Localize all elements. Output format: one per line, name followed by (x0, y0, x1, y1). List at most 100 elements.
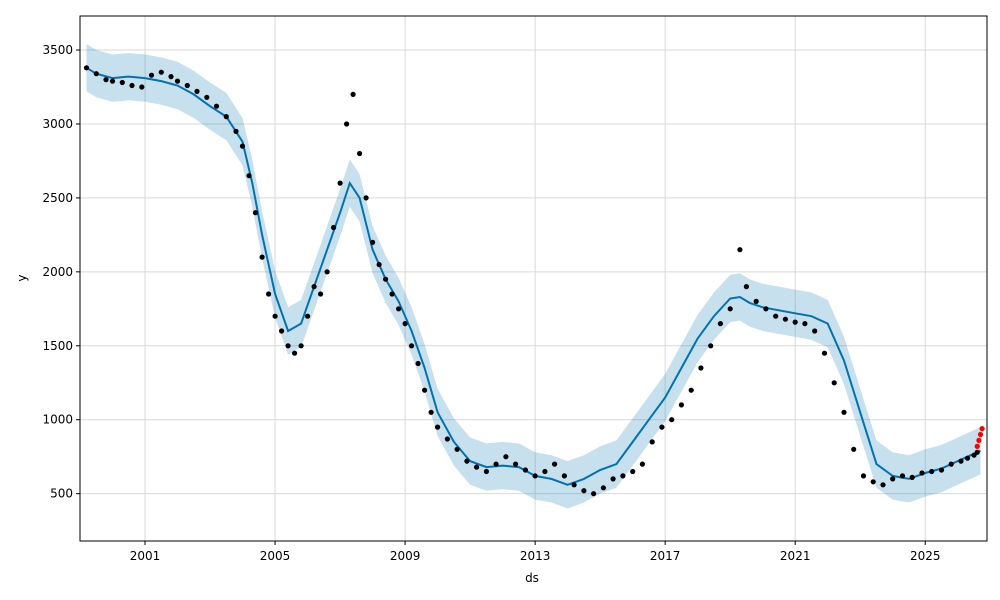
observed-point (331, 224, 337, 231)
observed-point (415, 360, 421, 367)
observed-point (292, 350, 298, 356)
x-tick-label: 2005 (260, 549, 291, 563)
observed-point (370, 239, 376, 245)
observed-point (483, 468, 489, 475)
y-tick-label: 3000 (42, 117, 73, 131)
observed-point (552, 461, 558, 467)
observed-point (688, 387, 694, 393)
recent-point (979, 426, 985, 432)
plot-frame (79, 15, 988, 542)
observed-point (929, 468, 935, 475)
observed-point (513, 461, 519, 467)
observed-point (318, 291, 324, 297)
y-tick-label: 2000 (42, 265, 73, 279)
observed-point (109, 78, 116, 84)
observed-point (204, 94, 210, 100)
observed-point (727, 306, 733, 312)
x-tick-label: 2021 (780, 549, 811, 563)
recent-point (977, 431, 984, 438)
observed-point (383, 276, 389, 282)
y-axis-label: y (15, 274, 29, 281)
observed-point (223, 114, 229, 120)
observed-point (938, 467, 945, 473)
observed-point (880, 482, 886, 488)
observed-point (522, 467, 529, 473)
observed-point (698, 365, 704, 371)
observed-point (139, 84, 145, 90)
observed-point (376, 261, 382, 268)
observed-point (717, 321, 724, 327)
observed-point (344, 121, 350, 127)
observed-point (93, 71, 99, 77)
x-tick-label: 2025 (910, 549, 941, 563)
observed-point (246, 173, 252, 179)
x-tick-label: 2001 (130, 549, 161, 563)
observed-point (474, 464, 480, 470)
observed-point (630, 468, 636, 475)
y-tick-label: 500 (50, 487, 73, 501)
recent-point (974, 443, 980, 449)
uncertainty-interval (86, 44, 981, 509)
grid-lines (80, 16, 987, 541)
observed-point (571, 482, 577, 488)
observed-point (402, 321, 408, 327)
observed-point (129, 82, 135, 89)
observed-point (909, 474, 915, 480)
observed-points (83, 65, 985, 497)
observed-point (708, 343, 714, 349)
observed-point (493, 461, 499, 467)
uncertainty-band (86, 44, 981, 509)
y-axis-ticks: 500 1000 1500 2000 2500 3000 3500 (42, 43, 80, 501)
observed-point (363, 195, 369, 201)
observed-point (678, 402, 685, 408)
observed-point (350, 91, 356, 97)
observed-point (964, 455, 971, 461)
observed-point (503, 454, 509, 460)
observed-point (83, 65, 90, 71)
observed-point (600, 485, 607, 491)
observed-point (396, 306, 402, 312)
observed-point (792, 319, 798, 325)
observed-point (194, 88, 200, 94)
observed-point (357, 150, 363, 157)
observed-point (561, 473, 568, 479)
observed-point (158, 69, 164, 75)
yhat-line (85, 66, 981, 486)
observed-point (870, 479, 876, 485)
observed-point (591, 491, 597, 497)
y-tick-label: 3500 (42, 43, 73, 57)
observed-point (119, 79, 125, 86)
x-tick-label: 2009 (390, 549, 421, 563)
observed-point (239, 143, 246, 149)
observed-point (233, 128, 239, 134)
observed-point (851, 446, 857, 452)
observed-point (890, 476, 896, 482)
y-tick-label: 2500 (42, 191, 73, 205)
x-axis-ticks: 2001 2005 2009 2013 2017 2021 2025 (130, 541, 941, 563)
observed-point (753, 298, 759, 304)
observed-point (435, 424, 441, 430)
observed-point (782, 316, 789, 322)
observed-point (532, 473, 538, 479)
observed-point (337, 180, 343, 186)
observed-point (821, 350, 828, 356)
observed-point (974, 449, 980, 455)
observed-point (324, 269, 330, 275)
observed-point (773, 313, 779, 319)
observed-point (659, 424, 665, 430)
observed-point (649, 439, 655, 445)
observed-point (422, 387, 428, 393)
x-tick-label: 2013 (520, 549, 551, 563)
observed-point (542, 468, 548, 475)
observed-point (454, 446, 460, 452)
observed-point (610, 476, 616, 482)
observed-point (812, 328, 818, 334)
observed-point (841, 409, 847, 415)
observed-point (305, 313, 311, 319)
recent-point (976, 437, 982, 443)
observed-point (272, 313, 278, 319)
observed-point (213, 103, 220, 109)
observed-point (259, 254, 265, 260)
observed-point (899, 473, 906, 479)
